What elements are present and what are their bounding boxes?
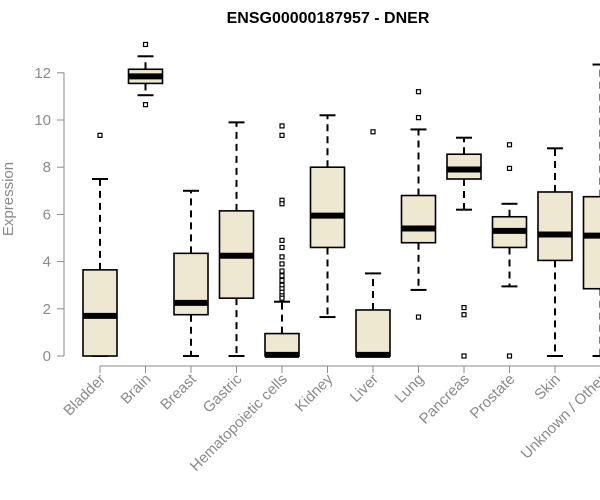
box [582, 195, 600, 290]
x-tick-label: Skin [531, 371, 564, 404]
box [309, 166, 346, 249]
outlier-point [415, 314, 422, 320]
outlier-point [415, 115, 422, 121]
outlier-point [506, 165, 513, 171]
x-tick-label: Liver [347, 371, 382, 406]
outlier-point [279, 254, 285, 260]
y-tick-label: 6 [43, 206, 51, 223]
outlier-point [279, 268, 285, 274]
outlier-point [461, 353, 467, 359]
outlier-point [370, 129, 376, 135]
outlier-point [279, 132, 285, 138]
outlier-point [461, 305, 467, 311]
y-tick-label: 0 [43, 348, 51, 365]
x-tick-label: Breast [157, 370, 200, 413]
x-tick-label: Bladder [60, 371, 109, 420]
outlier-point [279, 261, 285, 267]
outlier-point [279, 201, 285, 207]
outlier-point [279, 273, 285, 279]
x-tick-label: Brain [118, 371, 155, 408]
outlier-point [506, 353, 513, 359]
box [355, 309, 391, 357]
y-tick-label: 12 [34, 65, 51, 82]
outlier-point [279, 244, 285, 251]
x-tick-label: Prostate [467, 371, 519, 423]
outlier-point [142, 102, 149, 108]
y-tick-label: 8 [43, 159, 51, 176]
y-tick-label: 2 [43, 301, 51, 318]
y-tick-label: 4 [43, 254, 51, 271]
outlier-point [279, 277, 285, 284]
outlier-point [97, 132, 103, 138]
outlier-point [415, 89, 422, 95]
chart-title: ENSG00000187957 - DNER [227, 10, 430, 27]
outlier-point [279, 237, 285, 243]
x-tick-label: Lung [392, 371, 428, 407]
outlier-point [506, 142, 513, 148]
outlier-point [142, 41, 149, 48]
x-tick-label: Pancreas [416, 371, 473, 428]
box [537, 191, 573, 262]
y-tick-label: 10 [34, 112, 51, 129]
y-axis-title: Expression [0, 162, 17, 236]
outlier-point [461, 312, 467, 318]
x-tick-label: Kidney [292, 370, 337, 415]
outlier-point [279, 123, 285, 129]
outlier-point [279, 295, 285, 301]
box [400, 194, 437, 244]
